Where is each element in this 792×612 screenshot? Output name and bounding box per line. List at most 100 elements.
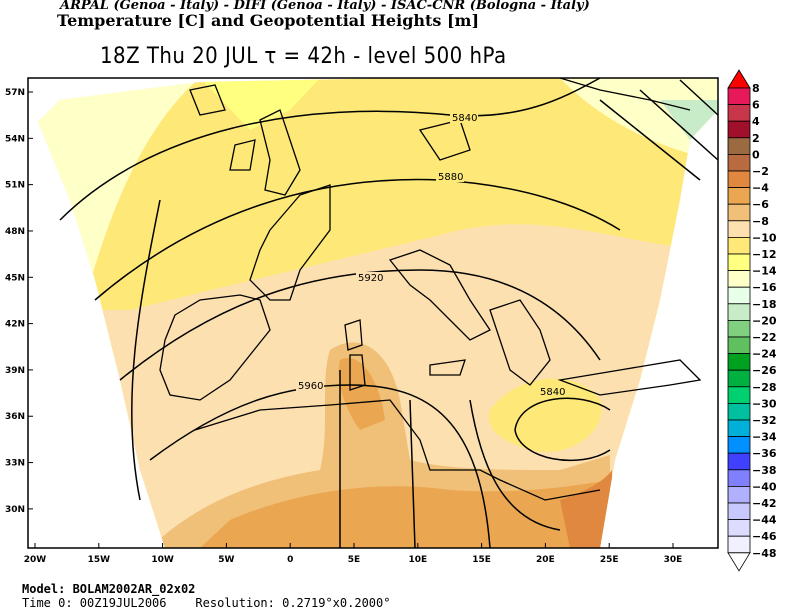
colorbar-swatch xyxy=(727,386,751,404)
contour-label: 5920 xyxy=(358,273,383,284)
x-tick-label: 0 xyxy=(287,555,293,565)
colorbar-label: −44 xyxy=(752,514,777,527)
colorbar-label: −38 xyxy=(752,464,777,477)
colorbar-label: −30 xyxy=(752,397,777,410)
y-axis: 57N 54N 51N 48N 45N 42N 39N 36N 33N 30N xyxy=(5,88,33,515)
y-tick-label: 39N xyxy=(5,366,25,376)
colorbar-label: −12 xyxy=(752,248,777,261)
colorbar-label: −16 xyxy=(752,281,777,294)
colorbar-label: 4 xyxy=(752,115,760,128)
colorbar-label: −2 xyxy=(752,165,769,178)
colorbar-swatch xyxy=(727,87,751,106)
colorbar-label: −20 xyxy=(752,314,777,327)
y-tick-label: 51N xyxy=(5,181,25,191)
colorbar-swatch xyxy=(727,436,751,454)
contour-labels: 5840 5880 5920 5960 5840 xyxy=(296,112,566,398)
plot-frame xyxy=(27,77,719,549)
colorbar-swatch xyxy=(727,402,751,421)
colorbar: 8 6 4 2 0 −2 −4 −6 −8 −10 −12 −14 −16 −18 −20 −22 −24 −26… xyxy=(727,69,777,572)
temp-band-minus14 xyxy=(200,78,320,130)
colorbar-swatch xyxy=(727,170,751,189)
x-tick-label: 5E xyxy=(348,555,360,565)
y-tick-label: 45N xyxy=(5,273,25,283)
temperature-field xyxy=(38,78,718,548)
colorbar-swatch xyxy=(727,519,751,537)
y-tick-label: 30N xyxy=(5,505,25,515)
colorbar-swatch xyxy=(727,203,751,222)
colorbar-swatch xyxy=(727,187,751,205)
y-tick-label: 57N xyxy=(5,88,25,98)
colorbar-swatch xyxy=(727,535,751,554)
colorbar-under-arrow xyxy=(727,552,751,572)
x-tick-label: 10E xyxy=(408,555,427,565)
colorbar-swatch xyxy=(727,104,751,122)
colorbar-label: −24 xyxy=(752,348,777,361)
colorbar-swatch xyxy=(727,452,751,471)
colorbar-label: 6 xyxy=(752,99,760,112)
temp-band-minus16-east xyxy=(560,78,718,160)
colorbar-swatch xyxy=(727,220,751,238)
institutions-line: ARPAL (Genoa - Italy) - DIFI (Genoa - It… xyxy=(60,0,590,13)
x-tick-label: 10W xyxy=(151,555,174,565)
colorbar-swatch xyxy=(727,502,751,521)
colorbar-label: −14 xyxy=(752,265,777,278)
temp-band-greece-cold xyxy=(489,378,602,452)
contour-label: 5840 xyxy=(452,113,477,124)
chart-title: Temperature [C] and Geopotential Heights… xyxy=(57,11,480,30)
resolution-label: Resolution: 0.2719°x0.2000° xyxy=(195,596,391,610)
contour-label: 5880 xyxy=(438,172,463,183)
colorbar-swatch xyxy=(727,286,751,305)
colorbar-swatch xyxy=(727,485,751,504)
colorbar-swatch xyxy=(727,353,751,371)
colorbar-swatch xyxy=(727,319,751,338)
model-label: Model: BOLAM2002AR_02x02 xyxy=(22,582,196,596)
colorbar-swatch xyxy=(727,303,751,321)
colorbar-label: −46 xyxy=(752,530,777,543)
x-tick-label: 15E xyxy=(472,555,491,565)
contour-label: 5840 xyxy=(540,387,565,398)
x-tick-label: 5W xyxy=(218,555,234,565)
colorbar-swatch xyxy=(727,270,751,288)
y-tick-label: 48N xyxy=(5,227,25,237)
temp-band-minus6-africa xyxy=(200,480,610,548)
colorbar-label: −10 xyxy=(752,231,777,244)
colorbar-swatch xyxy=(727,369,751,388)
colorbar-label: −40 xyxy=(752,480,777,493)
colorbar-label: 2 xyxy=(752,132,760,145)
x-tick-label: 15W xyxy=(88,555,111,565)
colorbar-swatch xyxy=(727,253,751,272)
colorbar-swatch xyxy=(727,419,751,438)
colorbar-swatch xyxy=(727,336,751,355)
y-tick-label: 54N xyxy=(5,134,25,144)
temp-band-minus4 xyxy=(560,470,612,548)
colorbar-swatch xyxy=(727,469,751,487)
colorbar-swatch xyxy=(727,153,751,172)
time-resolution: Time 0: 00Z19JUL2006 Resolution: 0.2719°… xyxy=(22,596,390,610)
x-tick-label: 25E xyxy=(600,555,619,565)
chart-subtitle: 18Z Thu 20 JUL τ = 42h - level 500 hPa xyxy=(100,44,507,69)
contour-label: 5960 xyxy=(298,381,323,392)
colorbar-label: −48 xyxy=(752,547,777,560)
colorbar-label: −22 xyxy=(752,331,777,344)
x-tick-label: 20E xyxy=(536,555,555,565)
colorbar-label: −6 xyxy=(752,198,769,211)
colorbar-label: −4 xyxy=(752,182,769,195)
x-axis: 20W 15W 10W 5W 0 5E 10E 15E 20E 25E 30E xyxy=(24,543,683,565)
x-tick-label: 30E xyxy=(664,555,683,565)
y-tick-label: 36N xyxy=(5,412,25,422)
colorbar-label: −36 xyxy=(752,447,777,460)
colorbar-label: −28 xyxy=(752,381,777,394)
colorbar-label: −18 xyxy=(752,298,777,311)
colorbar-label: 8 xyxy=(752,82,760,95)
colorbar-label: −26 xyxy=(752,364,777,377)
colorbar-over-arrow xyxy=(727,69,751,89)
colorbar-swatch xyxy=(727,137,751,155)
coastlines xyxy=(159,77,702,501)
colorbar-label: −34 xyxy=(752,431,777,444)
y-tick-label: 33N xyxy=(5,459,25,469)
colorbar-label: −42 xyxy=(752,497,777,510)
colorbar-label: 0 xyxy=(752,148,760,161)
y-tick-label: 42N xyxy=(5,320,25,330)
